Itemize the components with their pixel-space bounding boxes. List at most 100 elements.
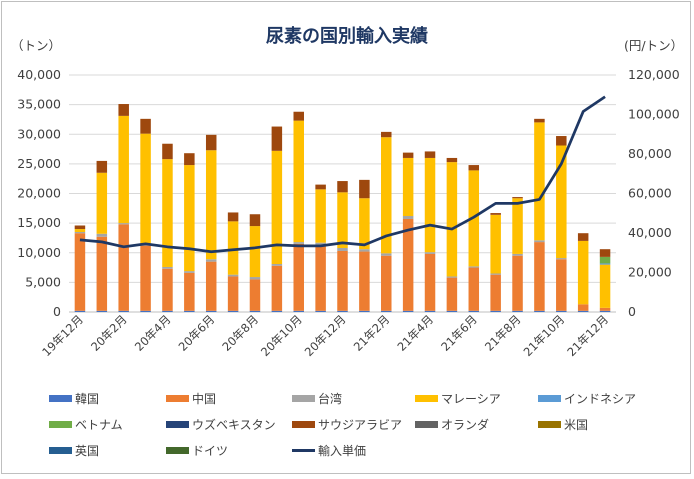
legend-label: ベトナム	[75, 418, 123, 432]
bar-segment	[337, 310, 348, 312]
bar-segment	[271, 126, 283, 151]
bar-segment	[402, 216, 414, 219]
bar-segment	[381, 253, 392, 256]
legend-label: 台湾	[318, 391, 342, 406]
bar-segment	[424, 252, 436, 254]
bar-segment	[205, 134, 217, 151]
bar-segment	[381, 137, 392, 254]
bar-segment	[271, 150, 283, 265]
bar-segment	[490, 213, 501, 215]
bar-segment	[599, 310, 611, 312]
bar-segment	[424, 310, 436, 312]
legend-swatch	[538, 395, 561, 402]
bar-segment	[534, 240, 545, 243]
left-axis-unit: （トン）	[11, 38, 61, 53]
right-tick-label: 80,000	[628, 146, 672, 161]
bar-segment	[140, 133, 151, 245]
legend-swatch	[292, 421, 315, 428]
bar-segment	[118, 224, 129, 311]
bar-segment	[118, 310, 129, 312]
right-tick-label: 20,000	[628, 265, 672, 280]
legend-label: マレーシア	[441, 392, 501, 406]
bar-segment	[512, 310, 523, 312]
legend-swatch	[292, 395, 315, 402]
bar-segment	[534, 310, 545, 312]
bar-segment	[315, 189, 326, 243]
left-tick-label: 15,000	[17, 215, 61, 230]
x-tick-label: 19年12月	[39, 312, 86, 359]
legend-swatch	[49, 421, 72, 428]
bar-segment	[337, 250, 348, 311]
bar-segment	[424, 253, 436, 311]
bar-segment	[556, 259, 567, 311]
bar-segment	[599, 263, 611, 265]
left-tick-label: 35,000	[17, 97, 61, 112]
right-tick-label: 40,000	[628, 225, 672, 240]
bar-segment	[446, 157, 458, 163]
bar-segment	[205, 150, 217, 260]
bar-segment	[446, 310, 458, 312]
bar-segment	[227, 212, 239, 222]
bar-segment	[359, 310, 370, 312]
x-tick-label: 21年8月	[482, 312, 524, 354]
bar-segment	[315, 310, 326, 312]
right-tick-label: 0	[628, 304, 636, 319]
bar-segment	[249, 279, 261, 311]
bar-segment	[577, 304, 589, 311]
price-line	[79, 95, 606, 254]
bar-series	[74, 104, 611, 312]
bar-segment	[184, 153, 195, 166]
legend-swatch	[415, 421, 438, 428]
bar-segment	[74, 233, 86, 311]
bar-segment	[162, 159, 173, 267]
bar-segment	[74, 225, 86, 230]
right-axis-ticks: 0 20,000 40,000 60,000 80,000 100,000 120,000	[628, 67, 680, 319]
bar-segment	[599, 249, 611, 257]
bar-segment	[293, 120, 304, 243]
bar-segment	[490, 214, 501, 274]
bar-segment	[534, 118, 545, 123]
bar-segment	[271, 264, 283, 266]
bar-segment	[249, 310, 261, 312]
legend-label: オランダ	[441, 417, 489, 432]
bar-segment	[293, 111, 304, 121]
bar-segment	[534, 122, 545, 241]
bar-segment	[446, 162, 458, 277]
bar-segment	[402, 157, 414, 217]
bar-segment	[140, 118, 151, 134]
legend-label: 英国	[75, 444, 99, 458]
bar-segment	[162, 143, 173, 160]
x-tick-label: 21年6月	[438, 312, 480, 354]
bar-segment	[184, 272, 195, 311]
bar-segment	[446, 277, 458, 311]
bar-segment	[359, 251, 370, 311]
bar-segment	[74, 310, 86, 312]
bar-segment	[96, 236, 108, 311]
bar-segment	[534, 242, 545, 311]
bar-segment	[293, 243, 304, 311]
bar-segment	[337, 248, 348, 251]
x-tick-label: 20年10月	[258, 312, 305, 359]
legend-label: 輸入単価	[318, 443, 366, 458]
bar-segment	[74, 229, 86, 233]
bar-segment	[205, 261, 217, 311]
bar-segment	[140, 245, 151, 311]
bar-segment	[162, 268, 173, 311]
bar-segment	[512, 253, 523, 256]
bar-segment	[205, 259, 217, 262]
bar-segment	[490, 273, 501, 275]
legend-label: 中国	[192, 391, 216, 406]
bar-segment	[402, 218, 414, 311]
bar-segment	[599, 256, 611, 264]
bar-segment	[512, 255, 523, 311]
legend-swatch	[415, 395, 438, 402]
legend-label: 韓国	[75, 392, 99, 406]
bar-segment	[599, 307, 611, 311]
bar-segment	[577, 233, 589, 241]
bar-segment	[468, 267, 480, 311]
bar-segment	[162, 266, 173, 269]
chart-title: 尿素の国別輸入実績	[266, 25, 428, 47]
